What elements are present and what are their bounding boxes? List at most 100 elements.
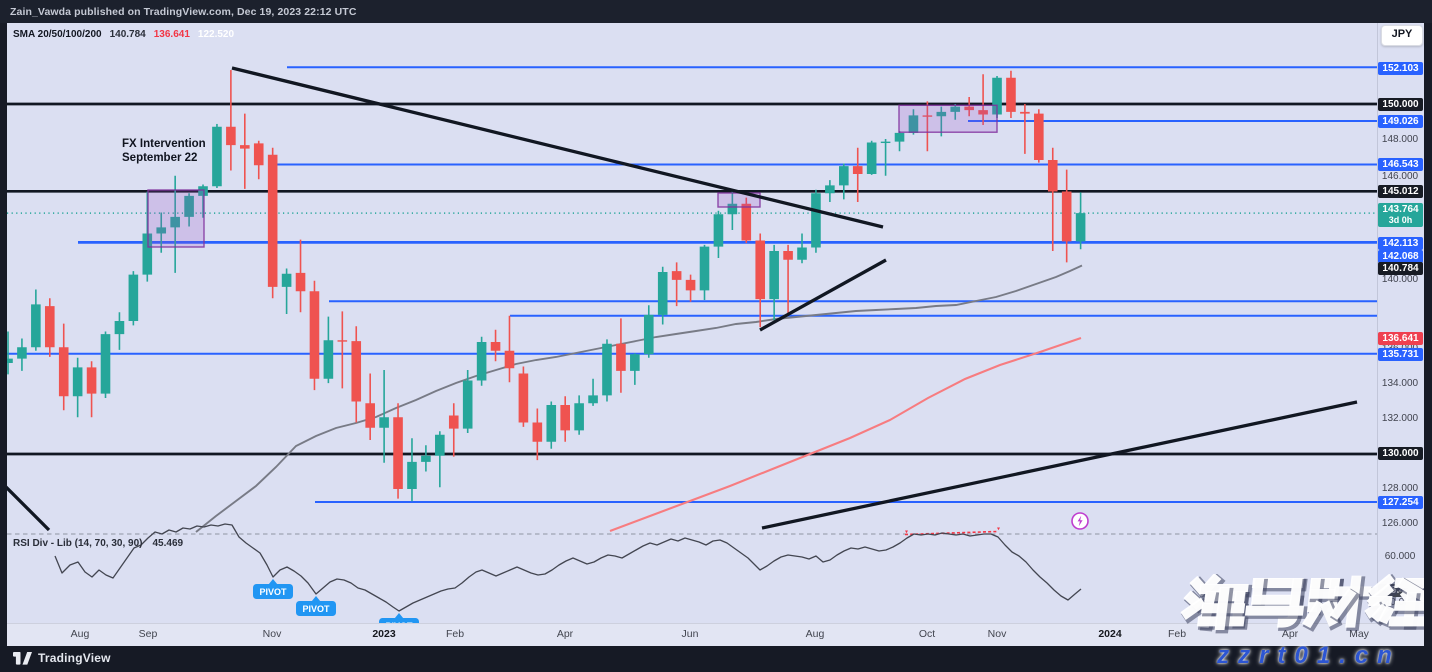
time-label-month: Feb: [1167, 628, 1187, 640]
sma-legend-value: 122.520: [197, 29, 235, 40]
watermark-glyph-stroke: [1364, 601, 1384, 619]
price-tick: 134.000: [1381, 377, 1419, 389]
tradingview-logo[interactable]: TradingView: [13, 651, 111, 665]
candle-body: [379, 417, 389, 428]
time-label-month: Nov: [262, 628, 282, 640]
candle-body: [309, 291, 320, 379]
footer-bar: TradingView: [0, 646, 1432, 672]
candle-body: [852, 166, 863, 174]
time-label-month: Feb: [445, 628, 465, 640]
time-axis[interactable]: Aug Sep Nov 2023 Feb Apr Jun Aug Oct Nov 2024 Feb Ap…: [7, 623, 1424, 647]
publish-bar: Zain_Vawda published on TradingView.com,…: [0, 0, 1432, 23]
trendline: [761, 400, 1358, 530]
candle-body: [978, 110, 988, 115]
candle-body: [1020, 111, 1030, 114]
candle-body: [462, 380, 473, 429]
candle-body: [894, 132, 905, 142]
fx-intervention-annotation: FX Intervention September 22: [122, 138, 206, 165]
watermark-cjk-glyphs: [1180, 572, 1432, 634]
pivot-badge: [296, 601, 336, 616]
annotation-line1: FX Intervention: [122, 138, 206, 150]
sma100-line: [609, 337, 1082, 532]
tradingview-logo-text: TradingView: [38, 651, 111, 665]
candle-body: [184, 195, 194, 217]
time-label-month: Aug: [805, 628, 825, 640]
candle-body: [741, 203, 752, 241]
candle-body: [240, 145, 250, 149]
price-label: 146.543: [1378, 158, 1423, 172]
candle-body: [1034, 113, 1044, 160]
price-label: 149.026: [1378, 114, 1423, 128]
candle-body: [546, 405, 557, 442]
candle-body: [518, 373, 529, 423]
flash-idea-icon[interactable]: [1069, 510, 1091, 532]
price-label: 142.113: [1378, 236, 1423, 250]
candle-body: [267, 154, 278, 287]
zone-box: [147, 189, 205, 248]
candle-body: [86, 367, 97, 394]
candle-body: [1006, 77, 1016, 112]
candle-body: [588, 395, 598, 404]
candle-body: [281, 273, 292, 287]
price-label: 140.784: [1378, 262, 1423, 275]
candle-body: [616, 343, 626, 371]
pivot-badge-label: PIVOT: [259, 587, 287, 597]
price-label: 130.000: [1378, 447, 1423, 461]
candle-body: [713, 214, 724, 247]
price-tick: 148.000: [1381, 133, 1419, 145]
candle-body: [142, 233, 153, 275]
pivot-pointer: [268, 579, 278, 585]
watermark-glyph-stroke: [1214, 586, 1230, 631]
watermark-glyph-stroke: [1319, 600, 1339, 627]
sma-legend-value: 136.641: [153, 29, 190, 40]
price-scale-divider: [1377, 23, 1378, 623]
candle-body: [435, 434, 445, 456]
candle-body: [58, 347, 69, 397]
time-label-month: May: [1349, 628, 1369, 640]
price-label: 136.641: [1378, 331, 1423, 345]
candle-body: [421, 455, 431, 462]
candle-body: [100, 334, 111, 394]
candle-body: [198, 186, 208, 196]
price-label: 127.254: [1378, 495, 1423, 509]
candle-body: [170, 216, 180, 228]
candle-body: [602, 343, 612, 396]
candle-body: [783, 251, 793, 260]
candle-body: [922, 115, 933, 117]
candle-body: [574, 403, 584, 431]
time-label-month: Jun: [681, 628, 699, 640]
watermark-glyph-stroke: [1301, 600, 1325, 629]
candle-body: [156, 227, 167, 234]
candle-body: [769, 251, 779, 300]
candle-body: [630, 354, 640, 371]
price-tick: 60.000: [1384, 551, 1416, 562]
publish-text: Zain_Vawda published on TradingView.com,…: [10, 6, 357, 18]
candle-body: [797, 247, 807, 260]
candle-body: [253, 143, 264, 166]
time-label-month: Apr: [556, 628, 574, 640]
candle-body: [532, 422, 543, 442]
time-label-year: 2023: [372, 628, 396, 640]
right-frame-strip: [1424, 23, 1432, 647]
watermark-url: zzrt01.cn: [1217, 642, 1401, 669]
time-label-year: 2024: [1098, 628, 1122, 640]
price-label: 152.103: [1378, 61, 1423, 75]
price-label: 135.731: [1378, 347, 1423, 361]
price-tick: 128.000: [1381, 482, 1419, 494]
candle-body: [880, 141, 891, 144]
candle-body: [839, 166, 849, 186]
watermark-glyph-stroke: [1370, 603, 1390, 623]
price-tick: 126.000: [1381, 517, 1419, 529]
candle-body: [31, 304, 41, 348]
candle-body: [323, 340, 334, 379]
price-scale[interactable]: 148.000146.000144.000140.000136.000134.0…: [1377, 23, 1424, 623]
candle-body: [964, 106, 974, 111]
time-label-month: Oct: [918, 628, 936, 640]
price-label: 142.068: [1378, 249, 1423, 263]
sma-legend: SMA 20/50/100/200 140.784 136.641 122.520: [13, 29, 234, 40]
candle-body: [657, 272, 668, 315]
symbol-button[interactable]: JPY: [1381, 25, 1423, 46]
candle-body: [504, 350, 515, 369]
